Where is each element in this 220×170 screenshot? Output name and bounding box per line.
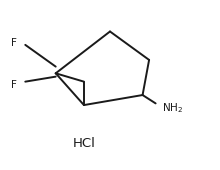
Text: F: F	[11, 38, 17, 48]
Text: HCl: HCl	[73, 137, 95, 150]
Text: NH$_2$: NH$_2$	[162, 101, 183, 115]
Text: F: F	[11, 80, 17, 90]
